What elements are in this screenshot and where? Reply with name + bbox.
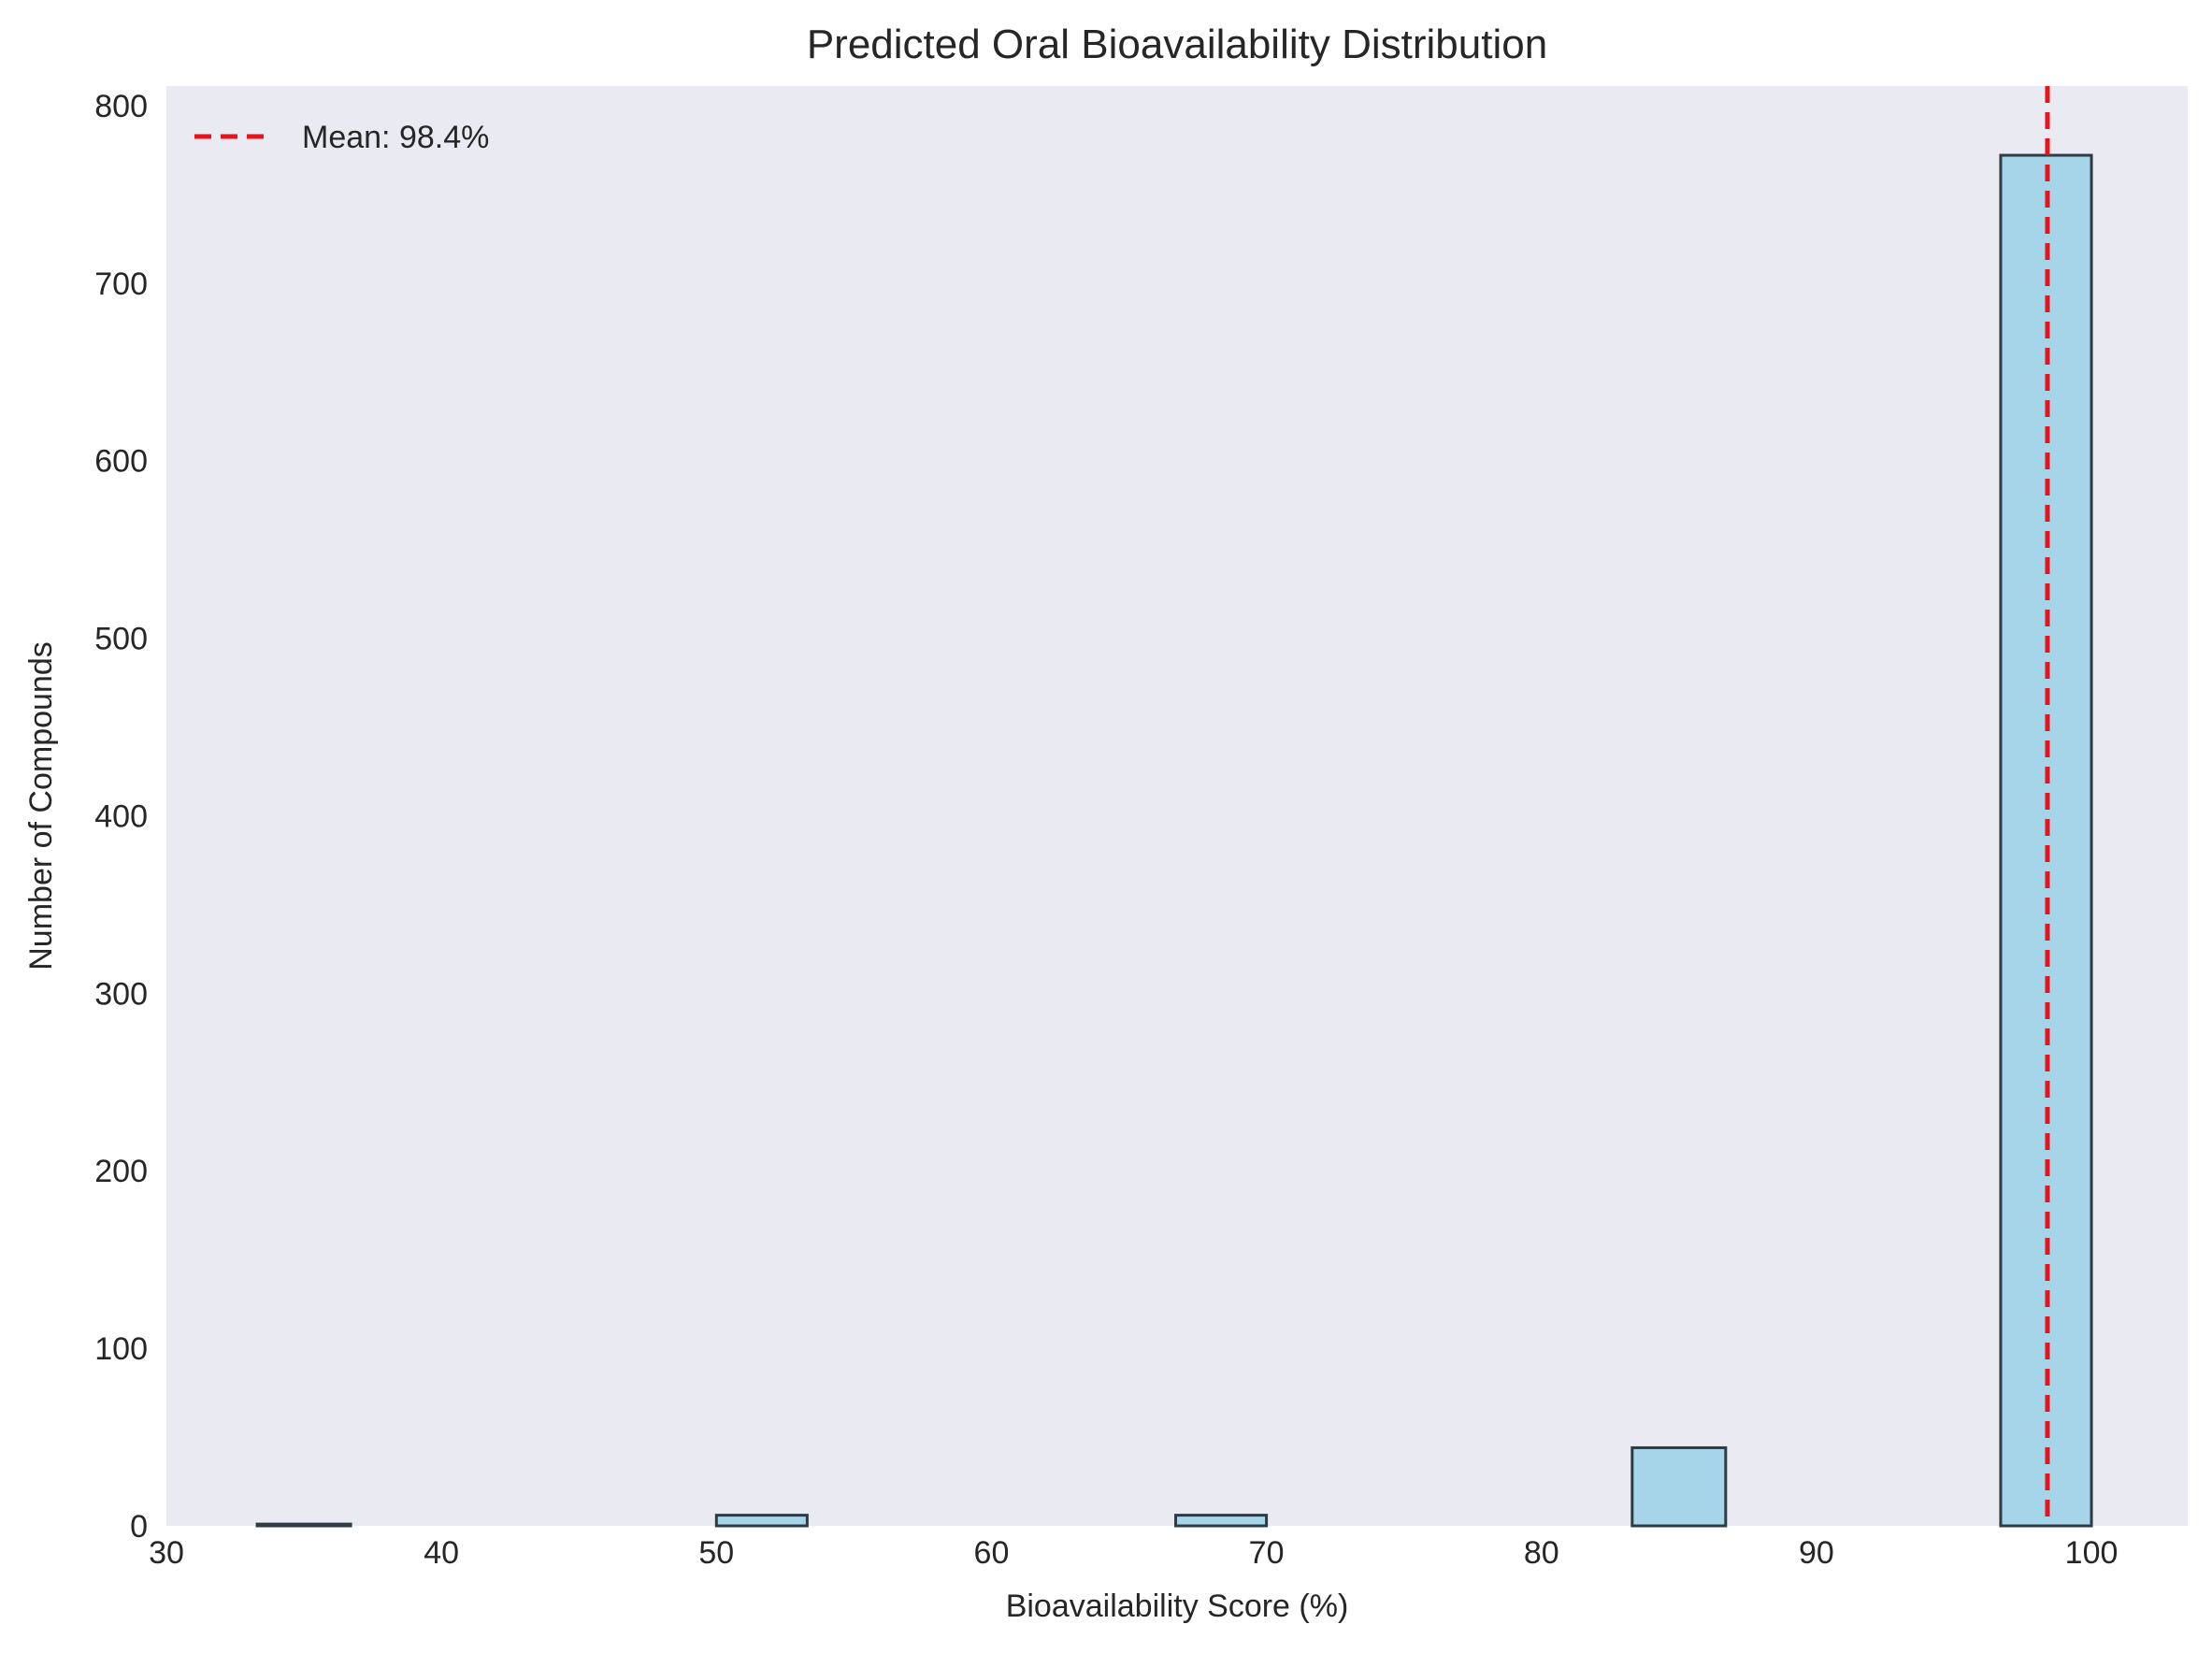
y-tick-label: 500 (94, 622, 148, 657)
y-tick-label: 700 (94, 266, 148, 302)
y-tick-label: 600 (94, 444, 148, 480)
y-tick-label: 300 (94, 976, 148, 1012)
y-tick-label: 200 (94, 1154, 148, 1189)
histogram-bar (714, 1514, 809, 1528)
x-tick-label: 30 (149, 1535, 184, 1571)
y-tick-label: 0 (130, 1509, 148, 1545)
y-tick-label: 400 (94, 798, 148, 834)
x-tick-label: 80 (1524, 1535, 1559, 1571)
x-tick-label: 40 (424, 1535, 459, 1571)
y-axis-ticks: 0 100 200 300 400 500 600 700 800 (94, 89, 148, 1545)
x-axis-label: Bioavailability Score (%) (1006, 1588, 1349, 1624)
legend: Mean: 98.4% (194, 120, 489, 155)
legend-mean-label: Mean: 98.4% (302, 120, 489, 155)
y-tick-label: 800 (94, 89, 148, 124)
x-tick-label: 100 (2065, 1535, 2119, 1571)
x-axis-ticks: 30 40 50 60 70 80 90 100 (149, 1535, 2118, 1571)
y-axis-label: Number of Compounds (23, 641, 59, 970)
plot-area (166, 86, 2188, 1526)
x-tick-label: 70 (1249, 1535, 1285, 1571)
x-tick-label: 90 (1799, 1535, 1834, 1571)
x-tick-label: 50 (698, 1535, 734, 1571)
x-tick-label: 60 (974, 1535, 1010, 1571)
histogram-bar (1630, 1445, 1728, 1528)
histogram-bar (1174, 1514, 1269, 1528)
chart-title: Predicted Oral Bioavailability Distribut… (807, 22, 1547, 67)
histogram-bar (255, 1522, 352, 1528)
y-tick-label: 100 (94, 1331, 148, 1367)
